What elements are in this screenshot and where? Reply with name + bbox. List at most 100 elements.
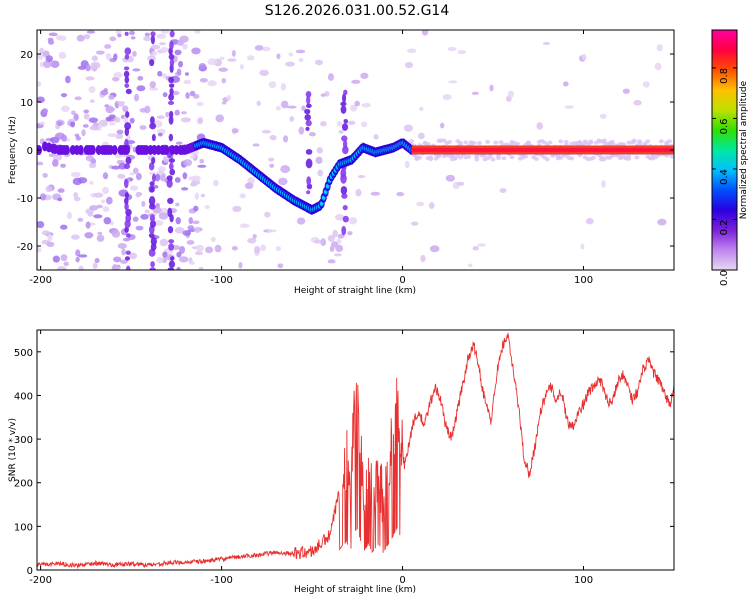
- noise-blob: [104, 44, 112, 49]
- noise-blob: [156, 115, 165, 120]
- noise-blob: [86, 30, 96, 34]
- noise-blob: [77, 65, 87, 70]
- streak-blob: [167, 197, 174, 204]
- noise-blob: [308, 132, 316, 137]
- noise-blob: [176, 266, 181, 270]
- noise-blob: [182, 172, 188, 180]
- noise-blob: [286, 105, 297, 109]
- noise-blob: [159, 174, 166, 182]
- noise-blob: [186, 240, 195, 245]
- streak-blob: [341, 225, 347, 236]
- noise-blob: [39, 61, 44, 68]
- noise-blob: [275, 246, 281, 252]
- band-blob: [645, 139, 651, 144]
- noise-blob: [232, 205, 242, 213]
- band-blob: [466, 154, 472, 159]
- noise-blob: [231, 246, 238, 251]
- noise-blob: [60, 163, 66, 168]
- noise-blob: [94, 258, 100, 264]
- streak-blob: [304, 114, 311, 121]
- noise-blob: [139, 107, 148, 113]
- noise-blob: [429, 245, 440, 253]
- noise-blob: [88, 86, 96, 93]
- streak-blob: [306, 103, 312, 109]
- noise-blob: [113, 256, 122, 263]
- band-blob: [501, 156, 507, 161]
- noise-blob: [83, 113, 90, 120]
- noise-blob: [49, 136, 60, 144]
- noise-blob: [404, 61, 414, 69]
- noise-blob: [184, 72, 189, 76]
- noise-blob: [403, 124, 414, 132]
- noise-blob: [189, 90, 196, 97]
- streak-blob: [166, 179, 173, 188]
- noise-blob: [181, 111, 187, 115]
- noise-blob: [266, 229, 277, 233]
- noise-blob: [656, 44, 663, 52]
- band-blob: [471, 141, 477, 146]
- noise-blob: [88, 117, 99, 123]
- noise-blob: [581, 53, 587, 60]
- ridge-outer: [111, 145, 118, 155]
- noise-blob: [373, 134, 379, 140]
- noise-blob: [181, 187, 189, 191]
- noise-blob: [74, 96, 82, 101]
- noise-blob: [116, 101, 126, 105]
- noise-blob: [149, 80, 156, 89]
- noise-blob: [213, 179, 219, 187]
- band-blob: [634, 155, 640, 160]
- noise-blob: [175, 141, 183, 145]
- noise-blob: [90, 61, 101, 69]
- snr-x-tick-label: 100: [574, 575, 593, 586]
- noise-blob: [117, 33, 122, 38]
- noise-blob: [320, 93, 326, 97]
- noise-blob: [633, 99, 642, 106]
- noise-blob: [231, 128, 239, 134]
- noise-blob: [259, 69, 269, 77]
- streak-blob: [306, 176, 312, 186]
- noise-blob: [60, 105, 70, 112]
- noise-blob: [129, 252, 138, 260]
- noise-blob: [136, 85, 146, 92]
- noise-blob: [151, 50, 158, 56]
- colorbar-tick-label: 0.2: [719, 220, 730, 236]
- noise-blob: [174, 177, 181, 183]
- streak-blob: [168, 260, 176, 268]
- noise-blob: [419, 106, 424, 112]
- streak-blob: [124, 31, 129, 36]
- streak-blob: [125, 250, 131, 255]
- noise-blob: [122, 237, 131, 242]
- noise-blob: [158, 42, 166, 46]
- streak-blob: [341, 193, 348, 199]
- noise-blob: [135, 192, 141, 198]
- ridge-outer: [163, 145, 170, 155]
- noise-blob: [327, 259, 336, 264]
- noise-blob: [45, 55, 53, 63]
- noise-blob: [42, 172, 48, 178]
- band-blob: [436, 153, 442, 158]
- noise-blob: [252, 143, 260, 147]
- noise-blob: [289, 116, 295, 122]
- streak-blob: [148, 162, 155, 171]
- noise-blob: [92, 262, 98, 269]
- noise-blob: [448, 80, 458, 84]
- noise-blob: [219, 56, 225, 61]
- snr-y-tick-label: 500: [14, 348, 33, 359]
- noise-blob: [76, 34, 85, 42]
- noise-blob: [52, 255, 60, 263]
- noise-blob: [85, 221, 91, 229]
- band-blob: [569, 156, 575, 161]
- noise-blob: [264, 211, 271, 218]
- noise-blob: [215, 114, 224, 123]
- noise-blob: [103, 217, 112, 225]
- noise-blob: [66, 211, 73, 220]
- noise-blob: [194, 251, 203, 256]
- ridge-inner: [324, 190, 328, 194]
- noise-blob: [295, 49, 306, 54]
- noise-blob: [536, 122, 544, 130]
- streak-blob: [124, 83, 130, 88]
- noise-blob: [221, 77, 226, 84]
- band-blob: [474, 157, 480, 162]
- noise-blob: [361, 102, 371, 108]
- band-blob: [558, 139, 564, 144]
